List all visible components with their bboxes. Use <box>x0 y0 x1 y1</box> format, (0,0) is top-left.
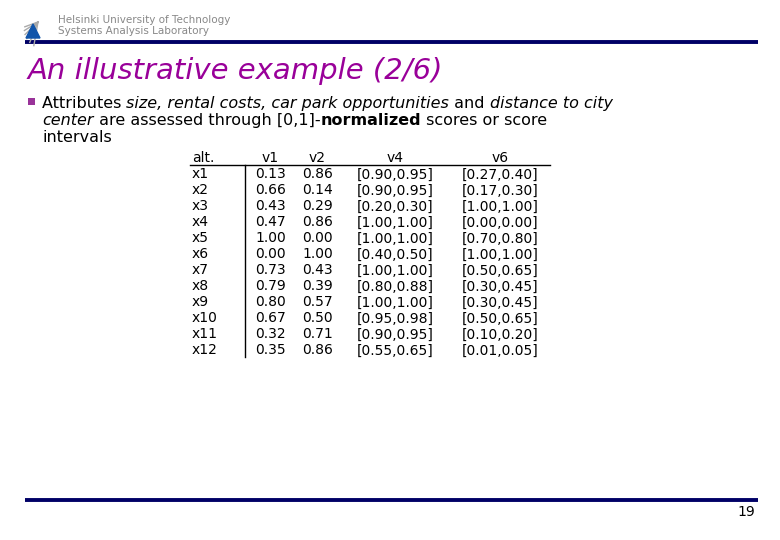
Text: [0.90,0.95]: [0.90,0.95] <box>356 167 434 181</box>
Text: Attributes: Attributes <box>42 96 126 111</box>
Text: [0.70,0.80]: [0.70,0.80] <box>462 232 538 245</box>
Text: 0.86: 0.86 <box>302 215 333 230</box>
Text: v4: v4 <box>387 151 403 165</box>
Text: x1: x1 <box>192 167 209 181</box>
Text: 0.39: 0.39 <box>302 279 333 293</box>
Text: [1.00,1.00]: [1.00,1.00] <box>356 232 434 245</box>
Text: [0.95,0.98]: [0.95,0.98] <box>356 312 434 326</box>
Text: 0.71: 0.71 <box>302 327 333 341</box>
Text: [1.00,1.00]: [1.00,1.00] <box>462 199 538 213</box>
Text: [0.00,0.00]: [0.00,0.00] <box>462 215 538 230</box>
Text: size, rental costs, car park opportunities: size, rental costs, car park opportuniti… <box>126 96 449 111</box>
Text: 0.73: 0.73 <box>255 264 285 278</box>
Text: [0.50,0.65]: [0.50,0.65] <box>462 312 538 326</box>
Text: x5: x5 <box>192 232 209 245</box>
Text: [1.00,1.00]: [1.00,1.00] <box>356 295 434 309</box>
Text: 0.86: 0.86 <box>302 343 333 357</box>
Text: x6: x6 <box>192 247 209 261</box>
Text: [1.00,1.00]: [1.00,1.00] <box>356 215 434 230</box>
Text: 0.00: 0.00 <box>302 232 333 245</box>
Text: x8: x8 <box>192 279 209 293</box>
Text: x9: x9 <box>192 295 209 309</box>
Text: An illustrative example (2/6): An illustrative example (2/6) <box>28 57 444 85</box>
Text: v6: v6 <box>491 151 509 165</box>
Text: distance to city: distance to city <box>490 96 613 111</box>
Text: 0.13: 0.13 <box>255 167 286 181</box>
Text: normalized: normalized <box>320 113 420 128</box>
Text: [1.00,1.00]: [1.00,1.00] <box>462 247 538 261</box>
Text: [0.30,0.45]: [0.30,0.45] <box>462 279 538 293</box>
Text: 1.00: 1.00 <box>255 232 286 245</box>
Text: x12: x12 <box>192 343 218 357</box>
Text: 0.43: 0.43 <box>302 264 333 278</box>
Text: center: center <box>42 113 94 128</box>
FancyBboxPatch shape <box>28 98 35 105</box>
Text: [0.17,0.30]: [0.17,0.30] <box>462 184 538 198</box>
Text: [0.01,0.05]: [0.01,0.05] <box>462 343 538 357</box>
Text: [0.40,0.50]: [0.40,0.50] <box>356 247 434 261</box>
Text: x3: x3 <box>192 199 209 213</box>
Text: alt.: alt. <box>192 151 214 165</box>
Text: 0.57: 0.57 <box>302 295 333 309</box>
Text: are assessed through [0,1]-: are assessed through [0,1]- <box>94 113 320 128</box>
Text: [0.27,0.40]: [0.27,0.40] <box>462 167 538 181</box>
Text: [1.00,1.00]: [1.00,1.00] <box>356 264 434 278</box>
Text: 0.29: 0.29 <box>302 199 333 213</box>
Text: 0.66: 0.66 <box>255 184 286 198</box>
Text: 19: 19 <box>737 505 755 519</box>
Text: [0.50,0.65]: [0.50,0.65] <box>462 264 538 278</box>
Text: [0.90,0.95]: [0.90,0.95] <box>356 184 434 198</box>
Text: Systems Analysis Laboratory: Systems Analysis Laboratory <box>58 26 209 36</box>
Text: 0.14: 0.14 <box>302 184 333 198</box>
Text: 0.67: 0.67 <box>255 312 286 326</box>
Text: [0.10,0.20]: [0.10,0.20] <box>462 327 538 341</box>
Text: 0.80: 0.80 <box>255 295 286 309</box>
Text: [0.30,0.45]: [0.30,0.45] <box>462 295 538 309</box>
Text: x10: x10 <box>192 312 218 326</box>
Text: 0.00: 0.00 <box>255 247 285 261</box>
Text: 0.35: 0.35 <box>255 343 285 357</box>
Text: Helsinki University of Technology: Helsinki University of Technology <box>58 15 230 25</box>
Text: 0.43: 0.43 <box>255 199 285 213</box>
Text: [0.55,0.65]: [0.55,0.65] <box>356 343 434 357</box>
Text: x2: x2 <box>192 184 209 198</box>
Text: scores or score: scores or score <box>420 113 547 128</box>
Text: v2: v2 <box>309 151 326 165</box>
Text: 0.50: 0.50 <box>302 312 333 326</box>
Text: x7: x7 <box>192 264 209 278</box>
Text: x4: x4 <box>192 215 209 230</box>
Text: 0.47: 0.47 <box>255 215 285 230</box>
Text: 0.79: 0.79 <box>255 279 286 293</box>
Text: and: and <box>449 96 490 111</box>
Text: 0.86: 0.86 <box>302 167 333 181</box>
Text: 0.32: 0.32 <box>255 327 285 341</box>
Text: [0.90,0.95]: [0.90,0.95] <box>356 327 434 341</box>
Text: [0.20,0.30]: [0.20,0.30] <box>356 199 434 213</box>
Text: 1.00: 1.00 <box>302 247 333 261</box>
Polygon shape <box>26 24 40 38</box>
Text: x11: x11 <box>192 327 218 341</box>
Text: [0.80,0.88]: [0.80,0.88] <box>356 279 434 293</box>
Text: v1: v1 <box>262 151 279 165</box>
Text: intervals: intervals <box>42 130 112 145</box>
